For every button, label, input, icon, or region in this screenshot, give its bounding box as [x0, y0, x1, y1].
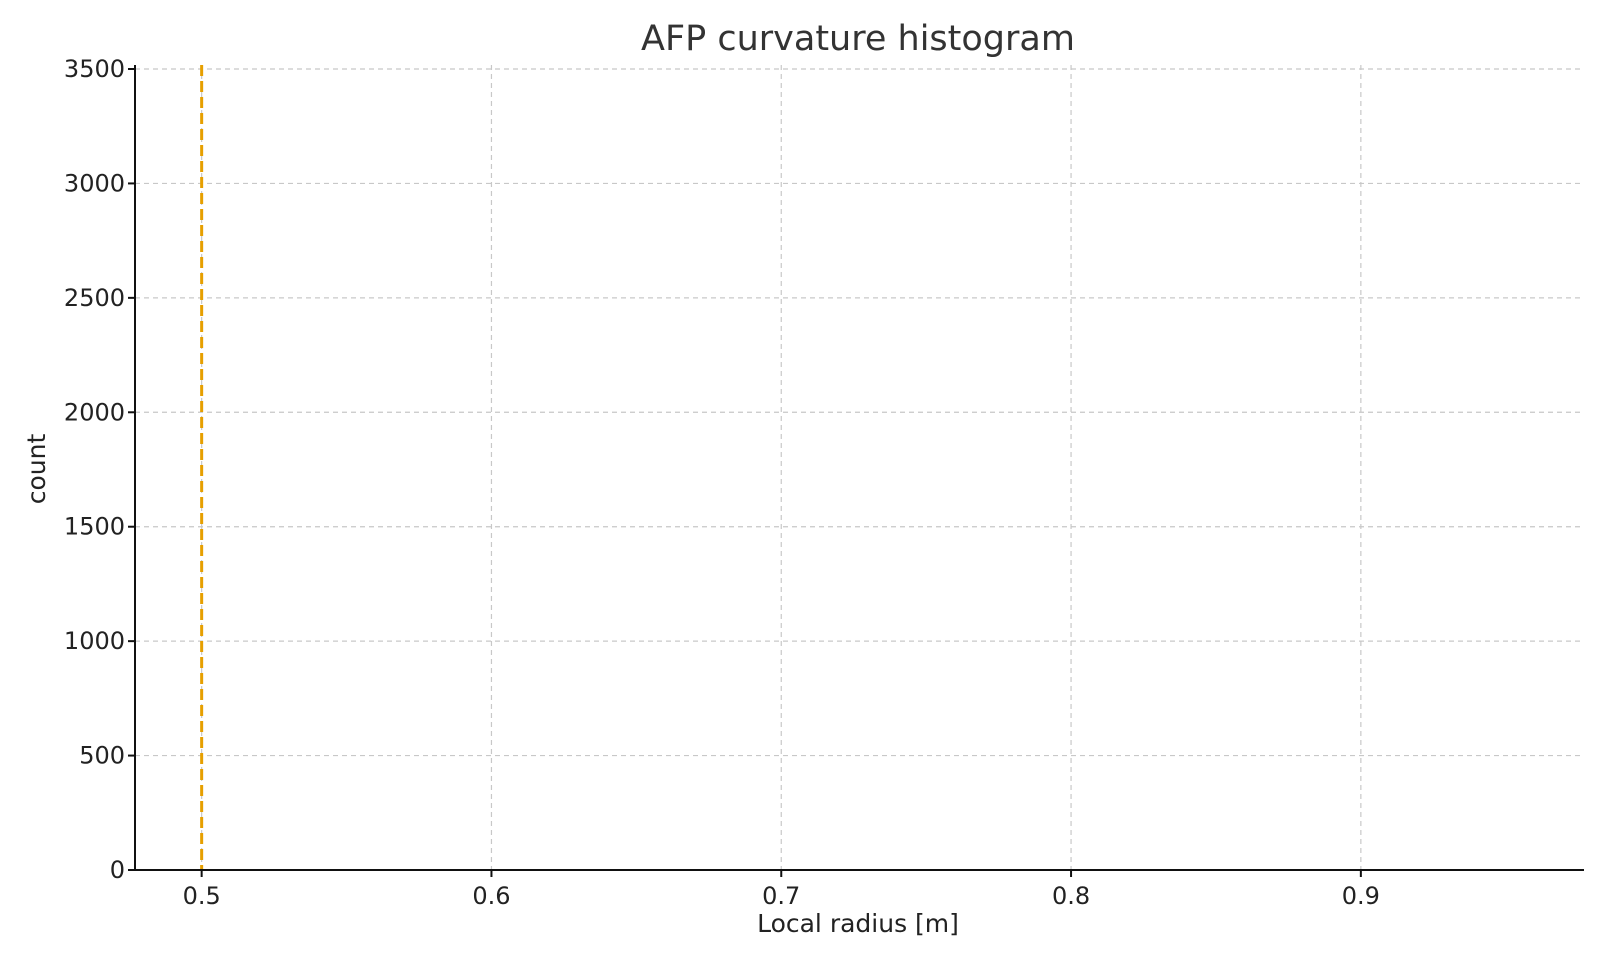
y-tick-label: 3000 — [64, 169, 125, 197]
x-tick-label: 0.8 — [1052, 882, 1090, 910]
y-tick-label: 500 — [79, 742, 125, 770]
y-tick-label: 2500 — [64, 284, 125, 312]
x-tick-label: 0.6 — [472, 882, 510, 910]
y-tick-label: 3500 — [64, 55, 125, 83]
x-tick-label: 0.7 — [762, 882, 800, 910]
y-tick-label: 1500 — [64, 513, 125, 541]
grid-layer — [135, 65, 1584, 871]
y-tick-label: 1000 — [64, 627, 125, 655]
y-tick-label: 2000 — [64, 398, 125, 426]
y-tick-label: 0 — [110, 856, 125, 884]
y-axis-label: count — [22, 434, 51, 505]
chart-title: AFP curvature histogram — [641, 19, 1075, 59]
x-tick-label: 0.5 — [183, 882, 221, 910]
x-axis-label: Local radius [m] — [757, 909, 959, 938]
x-tick-label: 0.9 — [1342, 882, 1380, 910]
axes-layer: 0.5 0.6 0.7 0.8 0.9 0 500 1000 1500 2000 2500 3000 3… — [64, 55, 1584, 910]
